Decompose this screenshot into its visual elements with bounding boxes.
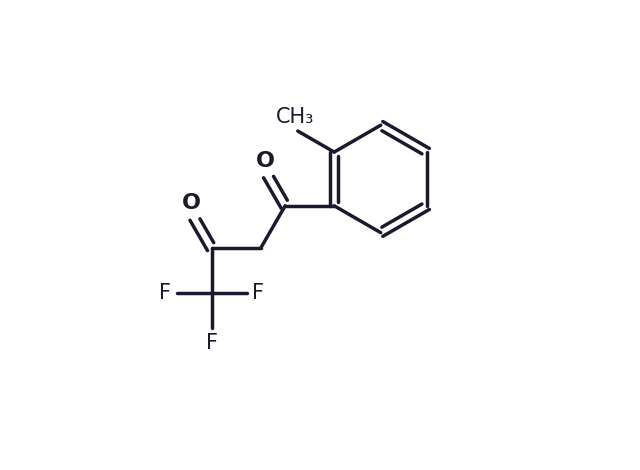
Text: F: F <box>205 333 218 353</box>
Text: O: O <box>256 151 275 171</box>
Text: O: O <box>182 193 201 213</box>
Text: F: F <box>252 282 264 303</box>
Text: F: F <box>159 282 171 303</box>
Text: CH₃: CH₃ <box>276 107 315 127</box>
